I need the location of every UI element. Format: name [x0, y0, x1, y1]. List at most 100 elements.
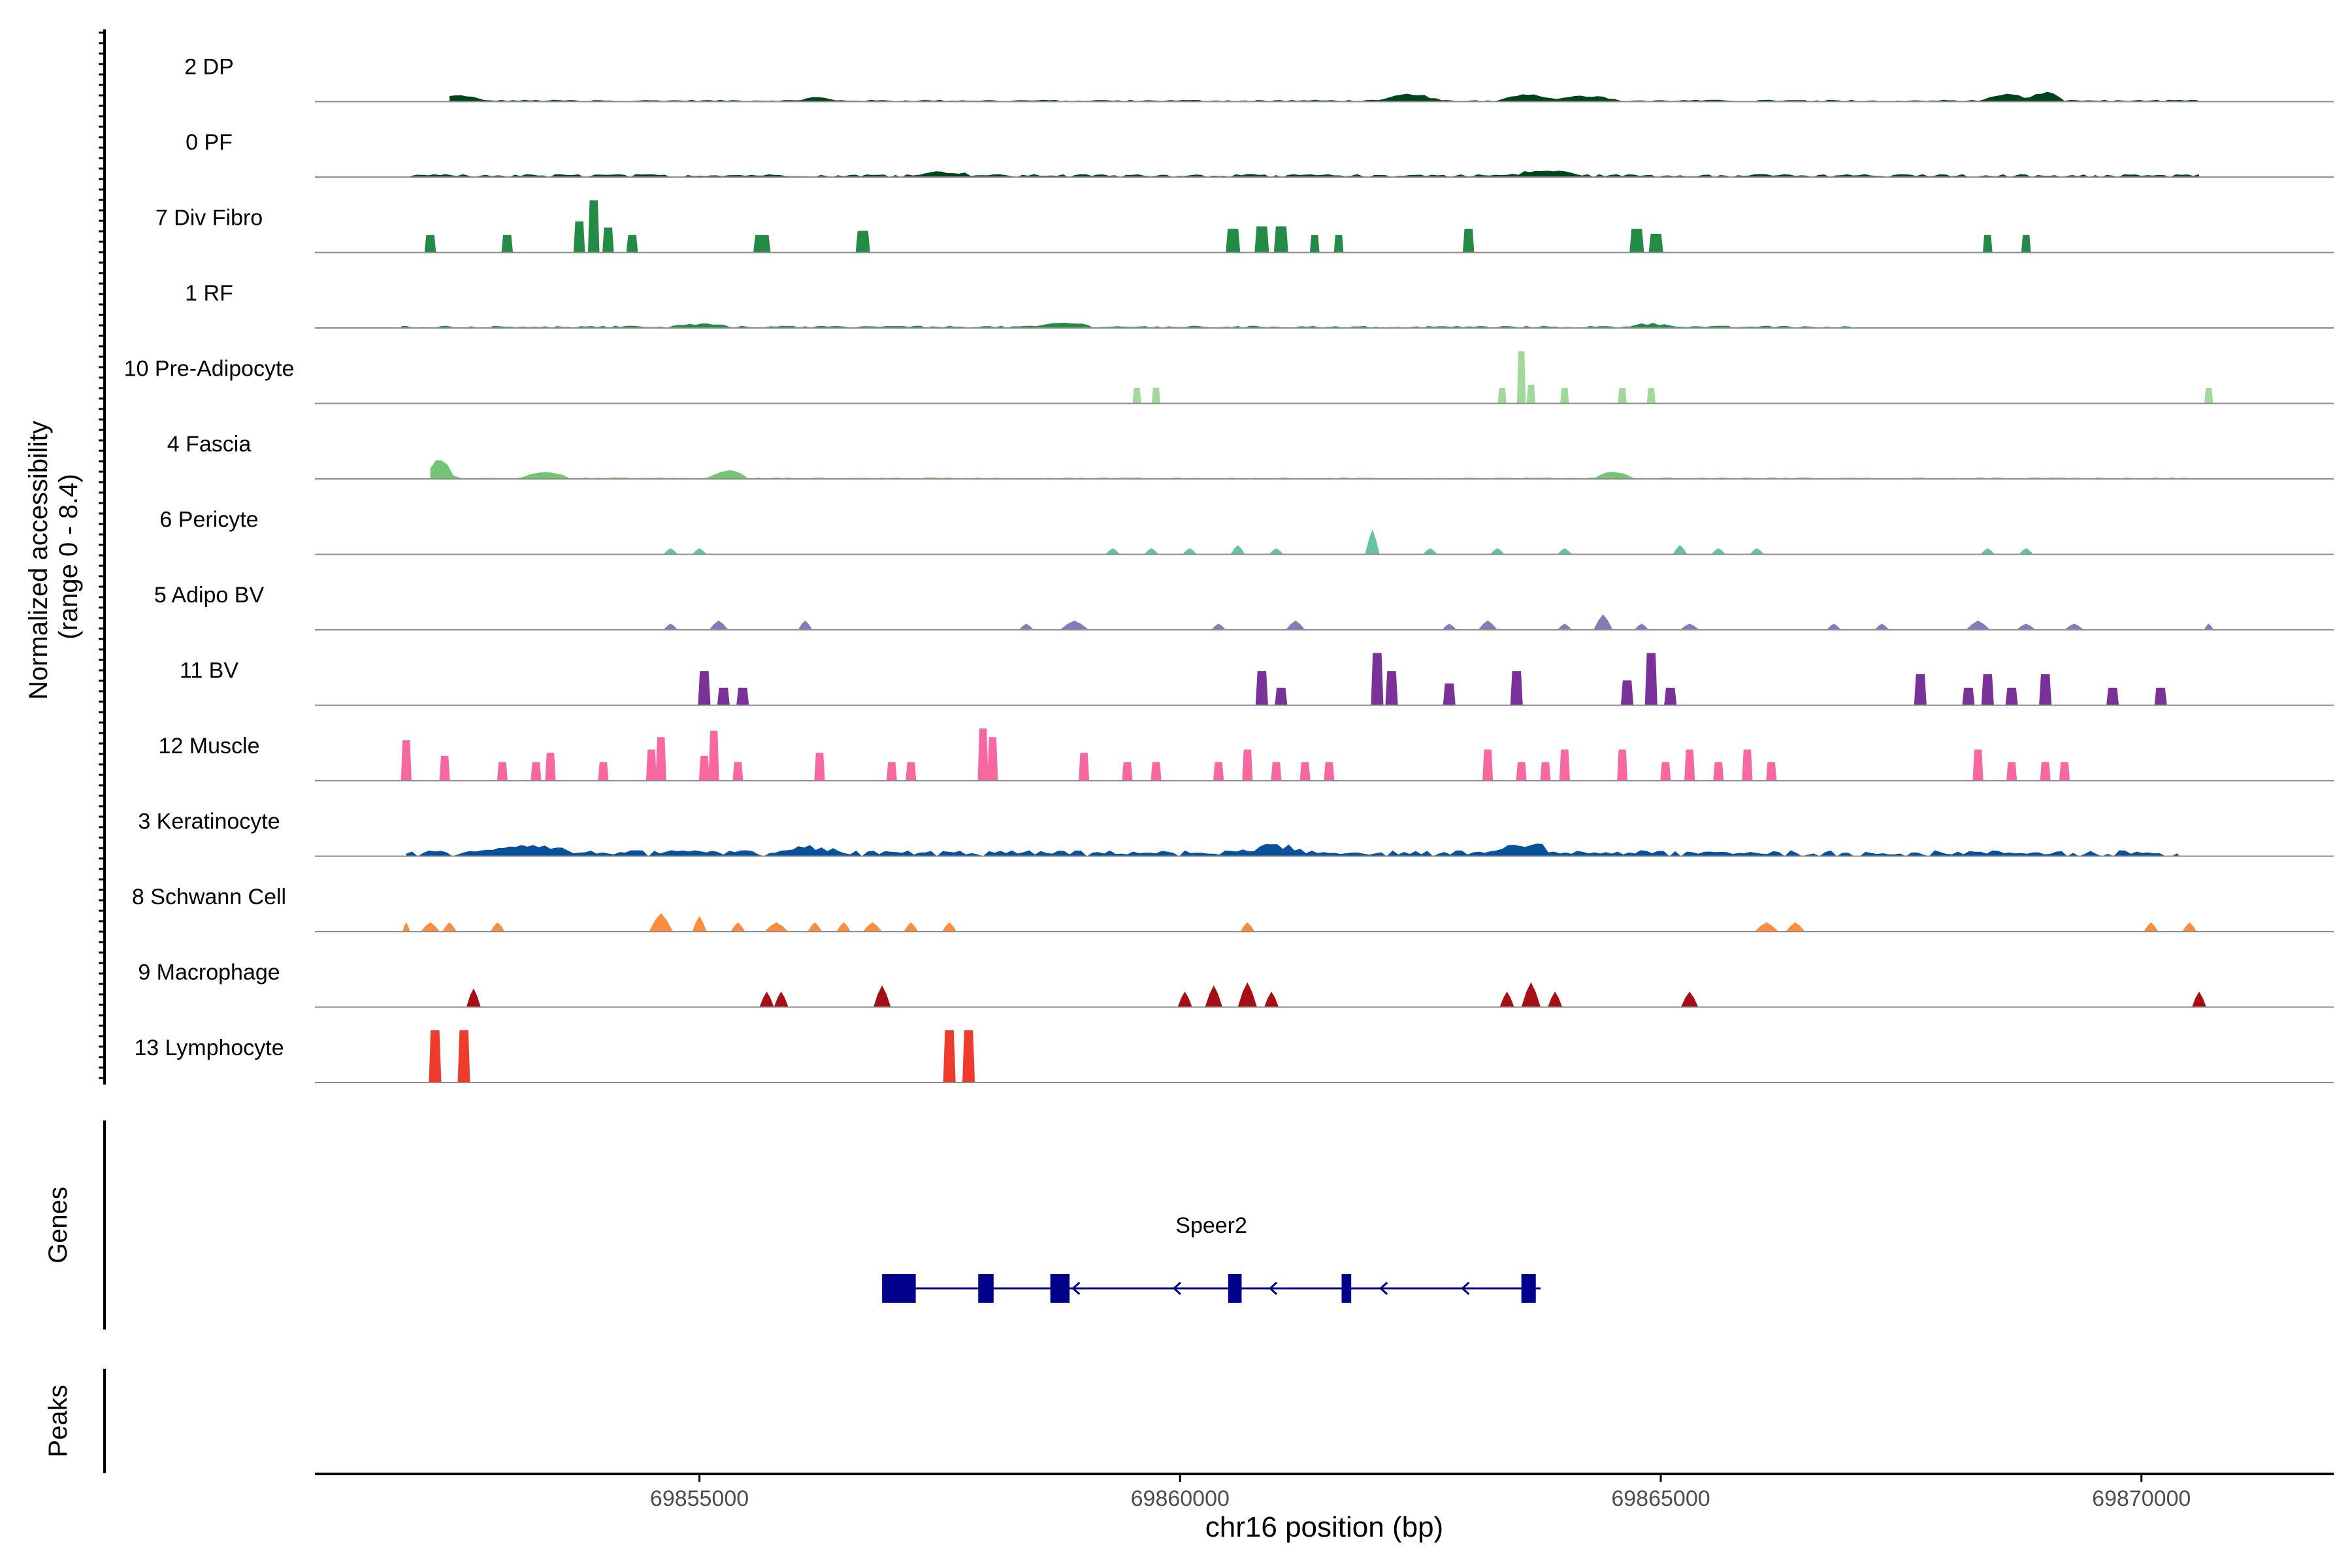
peaks-label: Peaks [44, 1384, 73, 1457]
peak-7-div-fibro-14 [1629, 229, 1644, 253]
y-axis-ticks [99, 31, 105, 1079]
track-13-lymphocyte: 13 Lymphocyte [134, 1030, 2334, 1083]
peak-12-muscle-20 [1242, 749, 1253, 781]
signal-1-rf [401, 323, 1854, 328]
peak-8-schwann-cell-0 [402, 922, 410, 932]
track-label-8-schwann-cell: 8 Schwann Cell [132, 885, 286, 909]
track-4-fascia: 4 Fascia [167, 432, 2334, 480]
peak-8-schwann-cell-9 [836, 922, 851, 932]
peak-11-bv-13 [1962, 687, 1975, 706]
peak-5-adipo-bv-4 [1060, 620, 1089, 630]
peak-11-bv-18 [2154, 687, 2167, 706]
peak-11-bv-1 [717, 687, 730, 706]
y-axis-title-line2: (range 0 - 8.4) [54, 474, 83, 639]
peak-9-macrophage-3 [873, 985, 891, 1007]
peak-12-muscle-19 [1213, 762, 1224, 781]
peak-12-muscle-31 [1713, 762, 1724, 781]
peak-11-bv-15 [2005, 687, 2018, 706]
peak-12-muscle-33 [1766, 762, 1777, 781]
gene-strand-arrow-3 [1268, 1281, 1278, 1296]
track-5-adipo-bv: 5 Adipo BV [154, 583, 2334, 630]
x-tick-label: 69855000 [650, 1486, 749, 1511]
peak-7-div-fibro-16 [1982, 235, 1993, 253]
gene-exon-4 [1341, 1274, 1352, 1303]
peak-8-schwann-cell-12 [942, 922, 957, 932]
peak-5-adipo-bv-6 [1286, 620, 1305, 630]
peak-6-pericyte-12 [1711, 548, 1726, 555]
peak-9-macrophage-0 [466, 988, 481, 1007]
gene-strand-arrow-5 [1461, 1281, 1470, 1296]
track-8-schwann-cell: 8 Schwann Cell [132, 885, 2334, 932]
peak-5-adipo-bv-12 [1680, 623, 1699, 630]
peak-7-div-fibro-2 [573, 221, 585, 253]
peak-7-div-fibro-12 [1333, 235, 1344, 253]
signal-4-fascia [430, 460, 2190, 479]
signal-0-pf [411, 171, 2199, 177]
peak-8-schwann-cell-4 [649, 913, 674, 932]
peak-11-bv-10 [1644, 653, 1658, 706]
peak-8-schwann-cell-13 [1240, 922, 1255, 932]
peak-12-muscle-12 [886, 762, 897, 781]
peak-6-pericyte-3 [1144, 548, 1159, 555]
peak-7-div-fibro-7 [855, 231, 870, 253]
track-9-macrophage: 9 Macrophage [138, 960, 2334, 1008]
peak-9-macrophage-4 [1177, 991, 1192, 1007]
peak-6-pericyte-13 [1750, 548, 1765, 555]
peak-12-muscle-26 [1540, 762, 1551, 781]
peak-11-bv-3 [1255, 671, 1268, 706]
peak-6-pericyte-14 [1980, 548, 1995, 555]
track-label-5-adipo-bv: 5 Adipo BV [154, 583, 265, 608]
gene-name-label: Speer2 [1175, 1213, 1247, 1238]
peak-6-pericyte-1 [692, 548, 707, 555]
signal-3-keratinocyte [406, 843, 2180, 857]
peak-12-muscle-10 [732, 762, 743, 781]
peak-10-pre-adipocyte-8 [2204, 387, 2213, 404]
peak-9-macrophage-12 [2192, 991, 2206, 1007]
x-axis-title: chr16 position (bp) [1205, 1511, 1443, 1543]
peak-12-muscle-15 [987, 737, 998, 781]
peak-8-schwann-cell-3 [490, 922, 505, 932]
peak-11-bv-7 [1443, 683, 1456, 706]
peak-9-macrophage-6 [1237, 982, 1257, 1007]
peak-11-bv-9 [1620, 680, 1634, 706]
peak-10-pre-adipocyte-1 [1151, 387, 1161, 404]
peak-12-muscle-0 [400, 740, 412, 781]
track-label-2-dp: 2 DP [184, 55, 234, 80]
peak-5-adipo-bv-10 [1593, 614, 1613, 630]
x-axis-ticks: 69855000 69860000 69865000 69870000 [650, 1474, 2191, 1511]
peak-10-pre-adipocyte-3 [1517, 351, 1526, 404]
peak-12-muscle-25 [1516, 762, 1527, 781]
peak-11-bv-14 [1981, 674, 1994, 706]
peak-5-adipo-bv-9 [1557, 623, 1572, 630]
peak-11-bv-12 [1914, 674, 1927, 706]
peak-6-pericyte-7 [1365, 529, 1380, 555]
peak-7-div-fibro-15 [1648, 233, 1663, 253]
peak-10-pre-adipocyte-4 [1526, 384, 1535, 404]
peak-12-muscle-1 [439, 755, 450, 781]
accessibility-tracks: 2 DP 0 PF 7 Div Fibro 1 RF 10 Pre-Adipocyte 4… [124, 55, 2334, 1083]
peak-10-pre-adipocyte-2 [1497, 387, 1507, 404]
track-7-div-fibro: 7 Div Fibro [155, 200, 2334, 253]
peak-7-div-fibro-13 [1462, 229, 1475, 253]
peak-5-adipo-bv-17 [2065, 623, 2084, 630]
genes-label: Genes [44, 1186, 73, 1264]
x-tick-label: 69860000 [1131, 1486, 1230, 1511]
peak-7-div-fibro-10 [1273, 226, 1288, 253]
peak-12-muscle-24 [1482, 749, 1494, 781]
peak-5-adipo-bv-7 [1442, 623, 1457, 630]
track-label-12-muscle: 12 Muscle [159, 734, 260, 759]
peak-6-pericyte-4 [1183, 548, 1197, 555]
peak-8-schwann-cell-1 [420, 922, 440, 932]
peak-13-lymphocyte-2 [943, 1030, 956, 1083]
peak-5-adipo-bv-18 [2204, 623, 2214, 630]
peak-5-adipo-bv-13 [1826, 623, 1841, 630]
y-axis-title-line1: Normalized accessibility [24, 421, 53, 700]
peak-12-muscle-5 [598, 762, 609, 781]
peak-5-adipo-bv-16 [2016, 623, 2036, 630]
peak-7-div-fibro-11 [1309, 235, 1320, 253]
peak-13-lymphocyte-3 [962, 1030, 975, 1083]
peak-11-bv-8 [1510, 671, 1523, 706]
track-3-keratinocyte: 3 Keratinocyte [138, 809, 2334, 857]
track-11-bv: 11 BV [180, 653, 2334, 706]
peak-12-muscle-35 [2006, 762, 2017, 781]
